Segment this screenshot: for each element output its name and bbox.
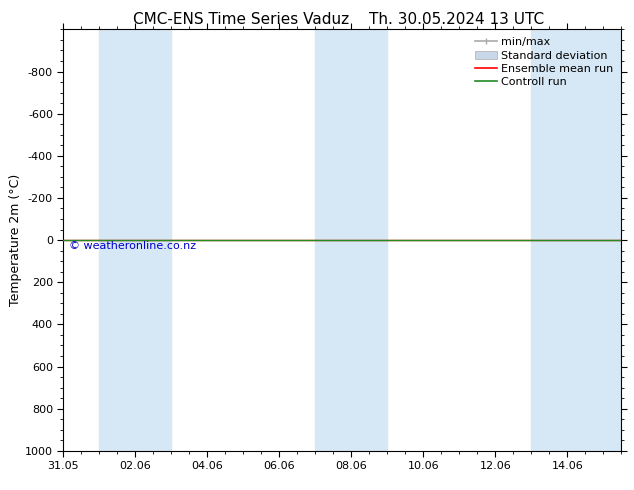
Text: © weatheronline.co.nz: © weatheronline.co.nz xyxy=(69,242,196,251)
Y-axis label: Temperature 2m (°C): Temperature 2m (°C) xyxy=(10,174,22,306)
Bar xyxy=(100,29,171,451)
Text: CMC-ENS Time Series Vaduz: CMC-ENS Time Series Vaduz xyxy=(133,12,349,27)
Legend: min/max, Standard deviation, Ensemble mean run, Controll run: min/max, Standard deviation, Ensemble me… xyxy=(472,35,616,89)
Bar xyxy=(315,29,387,451)
Text: Th. 30.05.2024 13 UTC: Th. 30.05.2024 13 UTC xyxy=(369,12,544,27)
Bar xyxy=(531,29,621,451)
